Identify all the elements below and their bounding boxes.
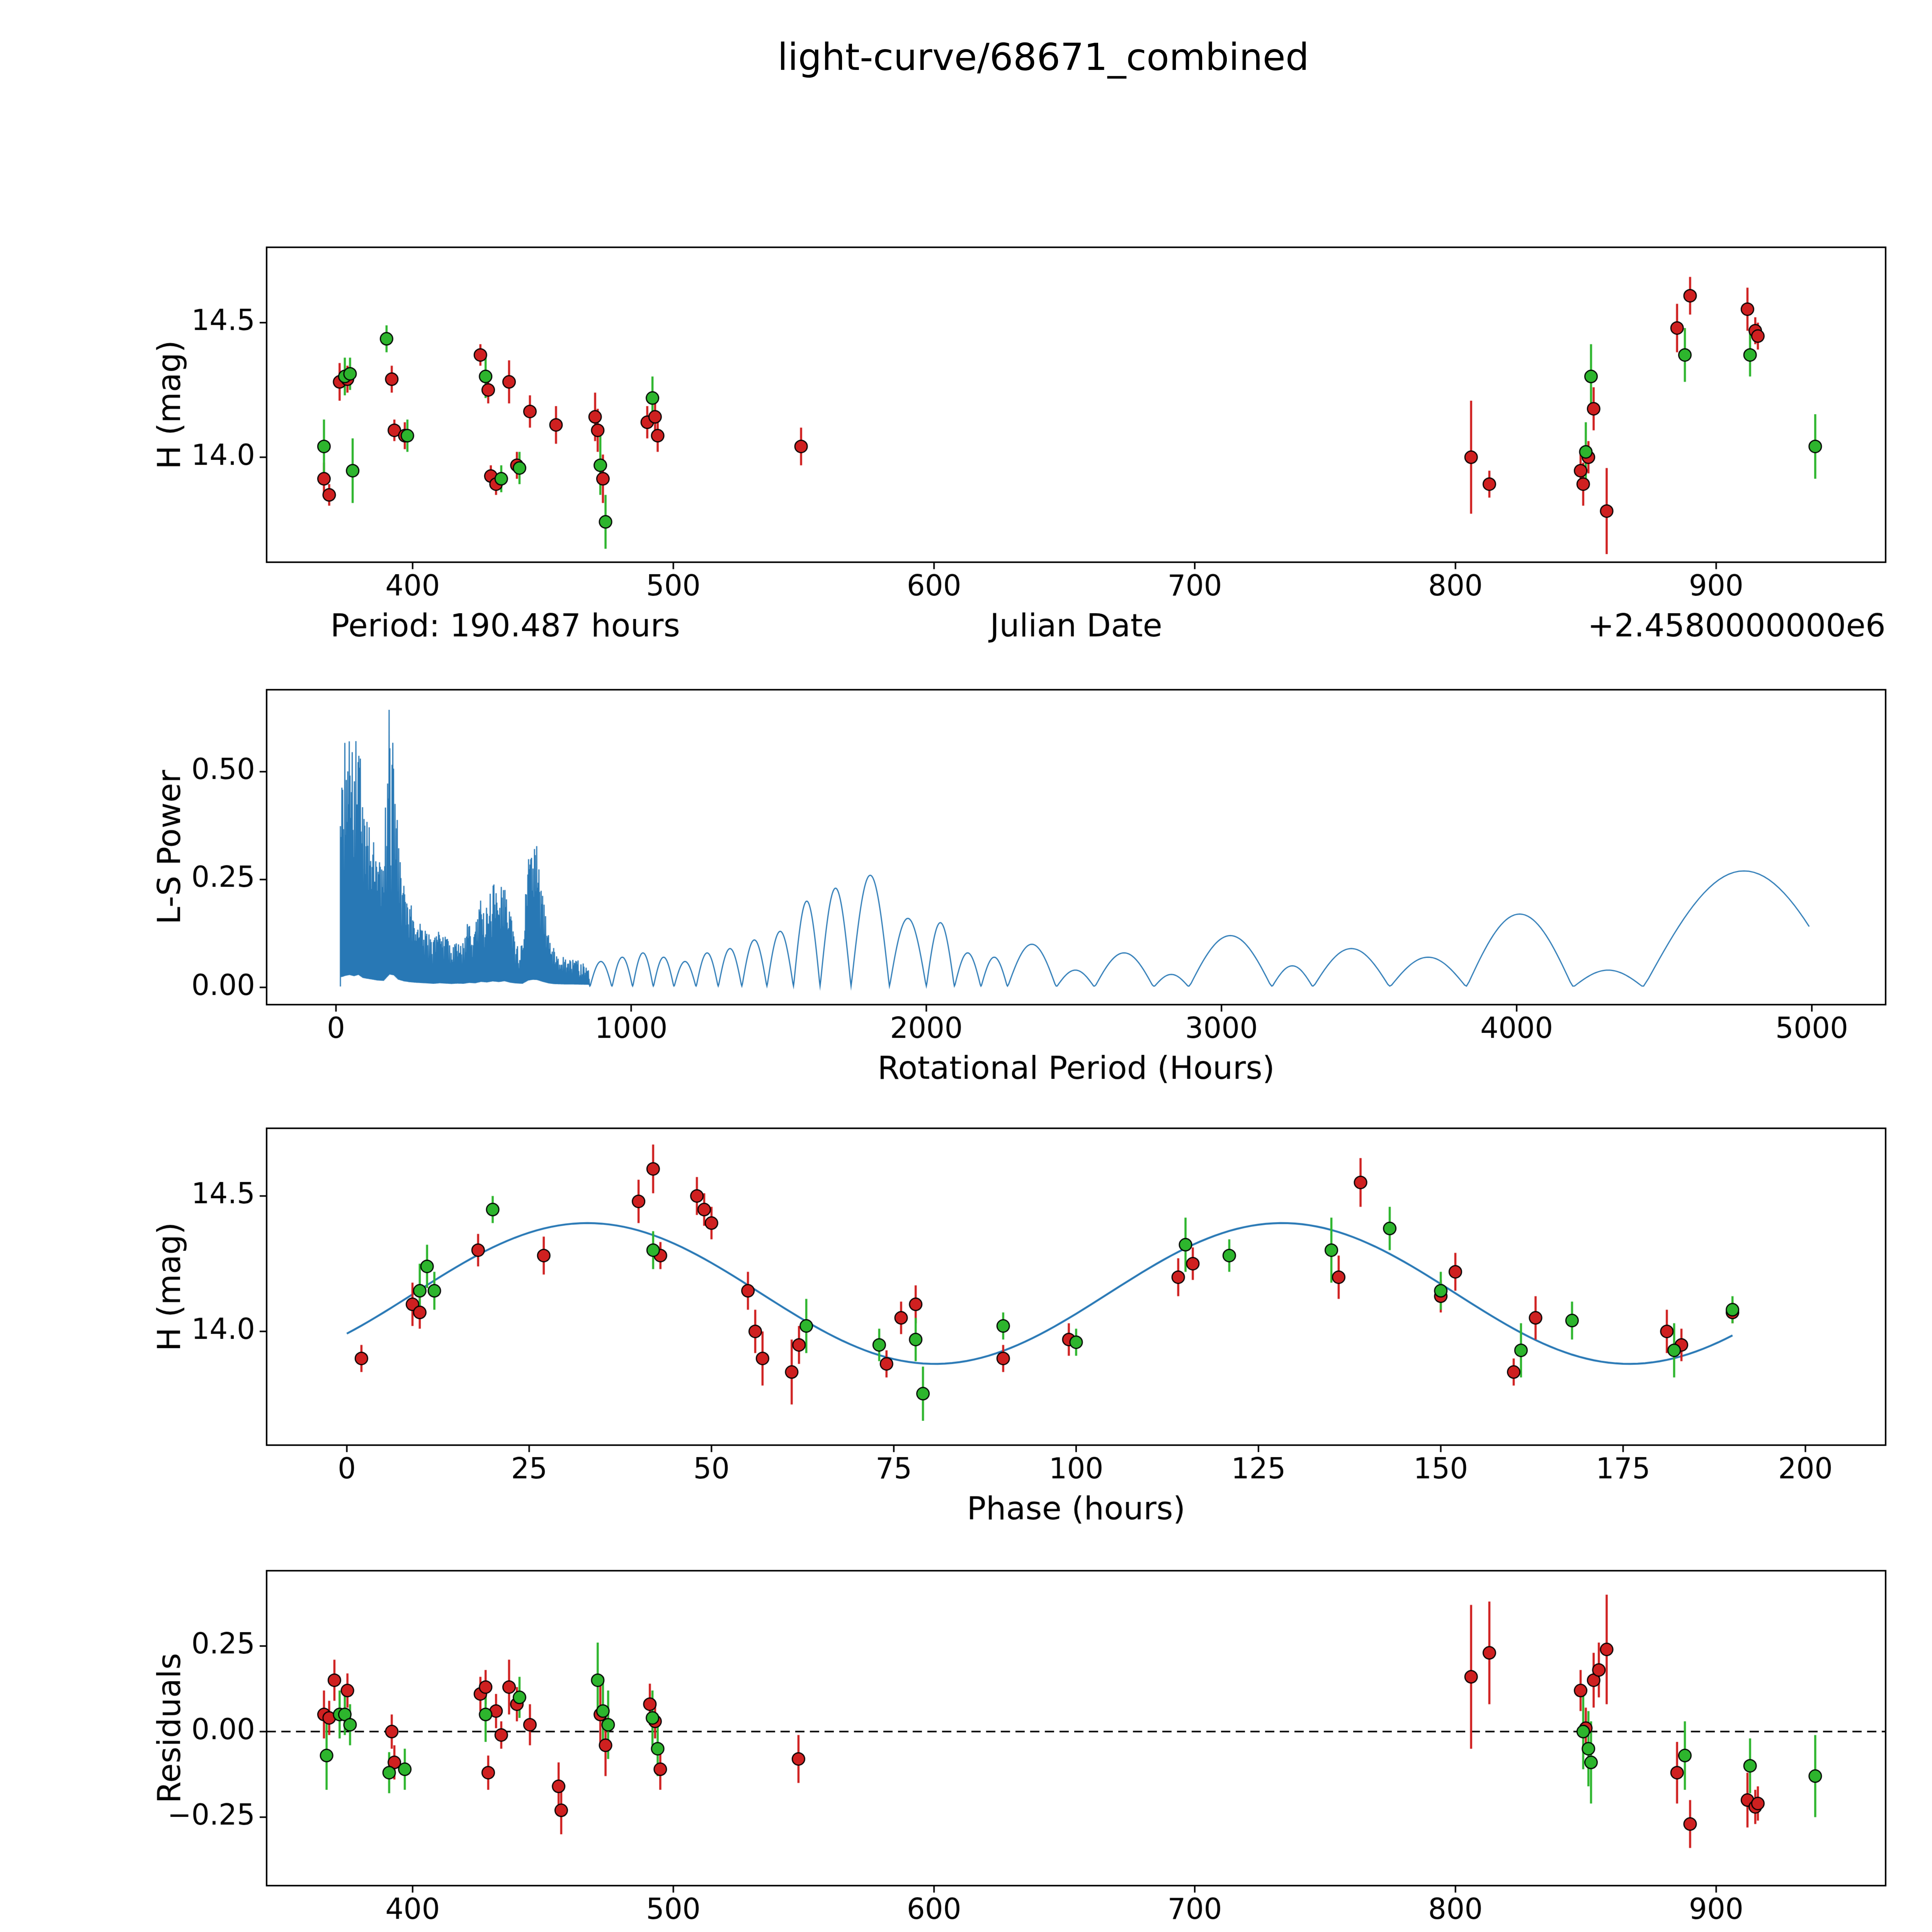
jd-lightcurve-chart [0,209,1932,672]
phase-folded-chart [0,1105,1932,1549]
periodogram-chart [0,672,1932,1105]
figure-title: light-curve/68671_combined [777,36,1309,79]
residuals-chart [0,1549,1932,1932]
